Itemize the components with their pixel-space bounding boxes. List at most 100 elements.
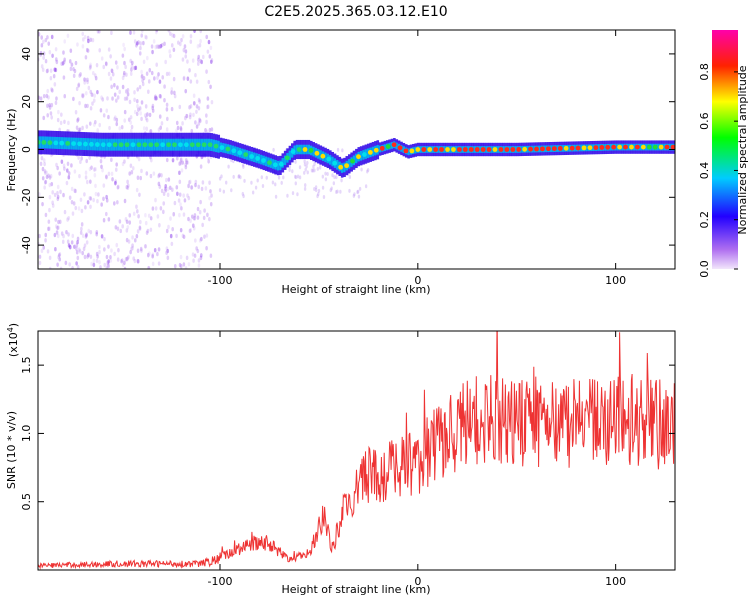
spectrogram-peak-cell <box>130 142 136 148</box>
spectrogram-noise-cell <box>237 174 241 179</box>
spectrogram-noise-cell <box>41 201 44 207</box>
spectrogram-x-tick-label: -100 <box>208 274 233 287</box>
spectrogram-noise-cell <box>183 44 187 49</box>
spectrogram-peak-cell <box>456 147 462 152</box>
spectrogram-band-core <box>402 146 406 153</box>
spectrogram-noise-cell <box>150 70 154 76</box>
spectrogram-noise-cell <box>169 233 173 239</box>
spectrogram-noise-cell <box>45 68 49 74</box>
spectrogram-peak-cell <box>528 146 533 152</box>
spectrogram-y-tick-label: 40 <box>20 47 33 61</box>
spectrogram-noise-cell <box>48 49 52 55</box>
spectrogram-noise-cell <box>291 169 294 174</box>
spectrogram-noise-cell <box>208 216 211 222</box>
spectrogram-noise-cell <box>137 156 141 162</box>
spectrogram-band-core <box>442 146 446 153</box>
spectrogram-noise-cell <box>192 258 195 263</box>
spectrogram-noise-cell <box>89 196 93 201</box>
spectrogram-noise-cell <box>114 180 117 186</box>
spectrogram-noise-cell <box>157 44 160 49</box>
spectrogram-noise-cell <box>188 115 192 120</box>
spectrogram-noise-cell <box>210 58 214 63</box>
spectrogram-peak-cell <box>433 147 439 152</box>
spectrogram-peak-cell <box>551 146 557 151</box>
spectrogram-peak-cell <box>593 145 599 150</box>
spectrogram-band-core <box>490 146 494 153</box>
spectrogram-noise-cell <box>66 168 69 173</box>
spectrogram-noise-cell <box>294 175 298 180</box>
spectrogram-noise-cell <box>220 174 223 179</box>
spectrogram-noise-cell <box>102 196 105 201</box>
spectrogram-peak-cell <box>154 142 160 148</box>
spectrogram-noise-cell <box>165 157 169 163</box>
spectrogram-noise-cell <box>304 167 307 172</box>
spectrogram-noise-cell <box>47 41 51 46</box>
spectrogram-noise-cell <box>85 158 88 164</box>
spectrogram-noise-cell <box>58 252 62 257</box>
spectrogram-noise-cell <box>62 75 66 80</box>
spectrogram-noise-cell <box>156 214 160 219</box>
colorbar-gradient <box>712 30 738 269</box>
spectrogram-peak-cell <box>189 142 195 148</box>
spectrogram-band-core <box>395 142 399 150</box>
spectrogram-noise-cell <box>110 30 113 36</box>
spectrogram-noise-cell <box>99 108 103 113</box>
spectrogram-noise-cell <box>166 192 170 198</box>
spectrogram-noise-cell <box>95 229 99 235</box>
spectrogram-noise-cell <box>63 39 67 44</box>
spectrogram-noise-cell <box>76 118 79 123</box>
snr-panel: -100 0 100 0.5 1.0 1.5 Height of straight li… <box>5 323 676 596</box>
spectrogram-noise-cell <box>72 73 76 78</box>
spectrogram-noise-cell <box>125 219 129 224</box>
spectrogram-noise-cell <box>151 105 154 111</box>
spectrogram-noise-cell <box>125 185 129 190</box>
spectrogram-noise-cell <box>57 253 61 258</box>
spectrogram-noise-cell <box>171 158 175 163</box>
spectrogram-noise-cell <box>125 89 128 94</box>
spectrogram-noise-cell <box>48 255 52 261</box>
colorbar: 0.0 0.2 0.4 0.6 0.8 Normalized spectral ampl… <box>698 30 749 278</box>
spectrogram-noise-cell <box>56 117 60 123</box>
spectrogram-band-core <box>300 144 304 155</box>
spectrogram-noise-cell <box>210 100 214 105</box>
spectrogram-noise-cell <box>54 247 57 252</box>
spectrogram-noise-cell <box>40 35 43 40</box>
spectrogram-noise-cell <box>146 55 149 61</box>
spectrogram-noise-cell <box>42 39 45 45</box>
spectrogram-noise-cell <box>43 170 47 175</box>
spectrogram-noise-cell <box>107 263 111 269</box>
spectrogram-noise-cell <box>60 231 64 236</box>
spectrogram-noise-cell <box>128 213 132 218</box>
spectrogram-peak-cell <box>421 147 427 152</box>
spectrogram-noise-cell <box>84 175 88 180</box>
spectrogram-peak-cell <box>71 141 77 147</box>
spectrogram-noise-cell <box>186 193 189 198</box>
spectrogram-noise-cell <box>128 99 132 105</box>
spectrogram-noise-cell <box>135 99 139 104</box>
spectrogram-band-core <box>478 146 482 153</box>
spectrogram-peak-cell <box>545 146 551 152</box>
spectrogram-noise-cell <box>89 179 92 184</box>
spectrogram-noise-cell <box>130 246 133 252</box>
spectrogram-noise-cell <box>157 72 160 77</box>
spectrogram-band-core <box>158 138 161 151</box>
spectrogram-peak-cell <box>587 145 593 151</box>
spectrogram-noise-cell <box>55 96 58 101</box>
spectrogram-noise-cell <box>160 42 164 48</box>
spectrogram-noise-cell <box>72 201 76 206</box>
spectrogram-noise-cell <box>197 97 201 103</box>
spectrogram-peak-cell <box>124 142 130 148</box>
spectrogram-noise-cell <box>102 218 106 223</box>
spectrogram-noise-cell <box>84 91 88 96</box>
spectrogram-noise-cell <box>193 216 197 221</box>
spectrogram-noise-cell <box>205 34 209 40</box>
spectrogram-peak-cell <box>249 154 255 159</box>
spectrogram-noise-cell <box>317 192 320 197</box>
spectrogram-noise-cell <box>157 127 161 132</box>
spectrogram-noise-cell <box>181 57 185 62</box>
spectrogram-noise-cell <box>133 109 137 115</box>
spectrogram-noise-cell <box>140 100 144 105</box>
spectrogram-noise-cell <box>195 104 199 109</box>
spectrogram-noise-cell <box>40 64 44 69</box>
snr-x-tick-label: 0 <box>414 575 421 588</box>
